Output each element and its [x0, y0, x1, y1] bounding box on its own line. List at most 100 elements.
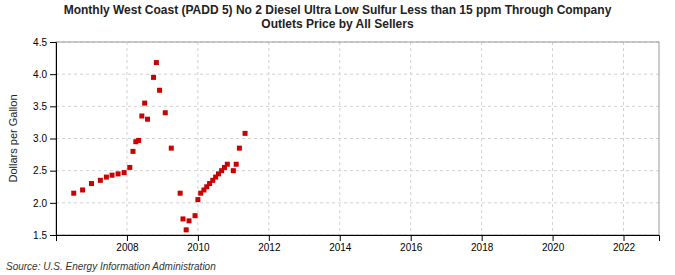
x-grid-line: [481, 42, 482, 235]
y-tick-label: 4.5: [33, 37, 47, 48]
y-tick-label: 1.5: [33, 230, 47, 241]
point: [157, 88, 162, 93]
title: Monthly West Coast (PADD 5) No 2 Diesel …: [64, 3, 612, 31]
point: [80, 187, 85, 192]
annotation: Source: U.S. Energy Information Administ…: [6, 261, 216, 272]
point: [225, 162, 230, 167]
point: [243, 131, 248, 136]
y-axis-label: Dollars per Gallon: [7, 94, 19, 182]
y-tick: 4.0: [33, 69, 56, 80]
x-tick-mark: [127, 235, 128, 241]
x-tick-mark: [269, 235, 270, 241]
x-tick: 2022: [613, 235, 636, 253]
y-tick-mark: [50, 203, 56, 204]
point: [116, 171, 121, 176]
grid: [56, 42, 659, 235]
y-tick-label: 2.0: [33, 198, 47, 209]
y-grid-line: [56, 74, 659, 75]
point: [142, 101, 147, 106]
y-grid-line: [56, 106, 659, 107]
x-axis: 2008 2010 2012 2014 2016 2018 2020 2022: [57, 235, 660, 253]
x-grid-line: [552, 42, 553, 235]
point: [130, 149, 135, 154]
y-tick: 1.5: [33, 230, 56, 241]
point: [104, 175, 109, 180]
x-tick: 2018: [471, 235, 494, 253]
point: [231, 168, 236, 173]
x-tick-mark: [624, 235, 625, 241]
x-grid-line: [268, 42, 269, 235]
y-tick-mark: [50, 171, 56, 172]
point: [98, 178, 103, 183]
x-axis-line: [57, 236, 660, 242]
point: [169, 146, 174, 151]
y-tick-mark: [50, 106, 56, 107]
y-grid-line: [56, 170, 659, 171]
point: [110, 173, 115, 178]
y-tick: 3.0: [33, 133, 56, 144]
x-tick: 2020: [542, 235, 565, 253]
x-tick-mark: [198, 235, 199, 241]
x-tick: 2012: [258, 235, 281, 253]
point: [193, 213, 198, 218]
y-tick-mark: [50, 139, 56, 140]
x-grid-line: [339, 42, 340, 235]
point: [136, 138, 141, 143]
x-tick-label: 2012: [258, 242, 281, 253]
y-grid-line: [56, 202, 659, 203]
x-tick-label: 2016: [400, 242, 423, 253]
x-tick-mark: [553, 235, 554, 241]
x-tick-label: 2018: [471, 242, 494, 253]
x-tick-mark: [482, 235, 483, 241]
y-grid-line: [56, 138, 659, 139]
x-tick-label: 2022: [613, 242, 636, 253]
point: [139, 113, 144, 118]
x-tick: 2010: [187, 235, 210, 253]
x-tick: 2014: [329, 235, 352, 253]
y-axis-line: [50, 43, 57, 236]
point: [71, 191, 76, 196]
point: [187, 218, 192, 223]
point: [178, 191, 183, 196]
y-tick: 4.5: [33, 37, 56, 48]
point: [145, 117, 150, 122]
x-tick-label: 2010: [187, 242, 210, 253]
y-tick-label: 3.0: [33, 133, 47, 144]
x-grid-line: [126, 42, 127, 235]
point: [237, 146, 242, 151]
point: [195, 197, 200, 202]
x-tick: 2016: [400, 235, 423, 253]
x-grid-line: [197, 42, 198, 235]
chart: 2008 2010 2012 2014 2016 2018 2020 2022 1.5 2.0 2.…: [0, 0, 675, 275]
point: [89, 181, 94, 186]
y-tick-label: 4.0: [33, 69, 47, 80]
y-axis: 1.5 2.0 2.5 3.0 3.5 4.0 4.5: [33, 37, 56, 241]
y-tick: 2.5: [33, 165, 56, 176]
points: [71, 60, 247, 232]
y-tick: 2.0: [33, 198, 56, 209]
y-tick: 3.5: [33, 101, 56, 112]
plot: 2008 2010 2012 2014 2016 2018 2020 2022 1.5 2.0 2.…: [33, 37, 659, 253]
point: [234, 162, 239, 167]
x-grid-line: [623, 42, 624, 235]
point: [163, 110, 168, 115]
x-tick-mark: [411, 235, 412, 241]
y-tick-mark: [50, 74, 56, 75]
x-tick-mark: [340, 235, 341, 241]
point: [122, 170, 127, 175]
y-tick-label: 2.5: [33, 165, 47, 176]
plot-frame: [56, 42, 659, 235]
y-tick-mark: [50, 235, 56, 236]
point: [151, 75, 156, 80]
point: [180, 216, 185, 221]
x-tick-label: 2008: [116, 242, 139, 253]
point: [154, 60, 159, 65]
x-grid-line: [410, 42, 411, 235]
x-tick-label: 2014: [329, 242, 352, 253]
point: [184, 227, 189, 232]
y-tick-mark: [50, 42, 56, 43]
y-tick-label: 3.5: [33, 101, 47, 112]
x-tick-label: 2020: [542, 242, 565, 253]
x-tick: 2008: [116, 235, 139, 253]
point: [127, 165, 132, 170]
